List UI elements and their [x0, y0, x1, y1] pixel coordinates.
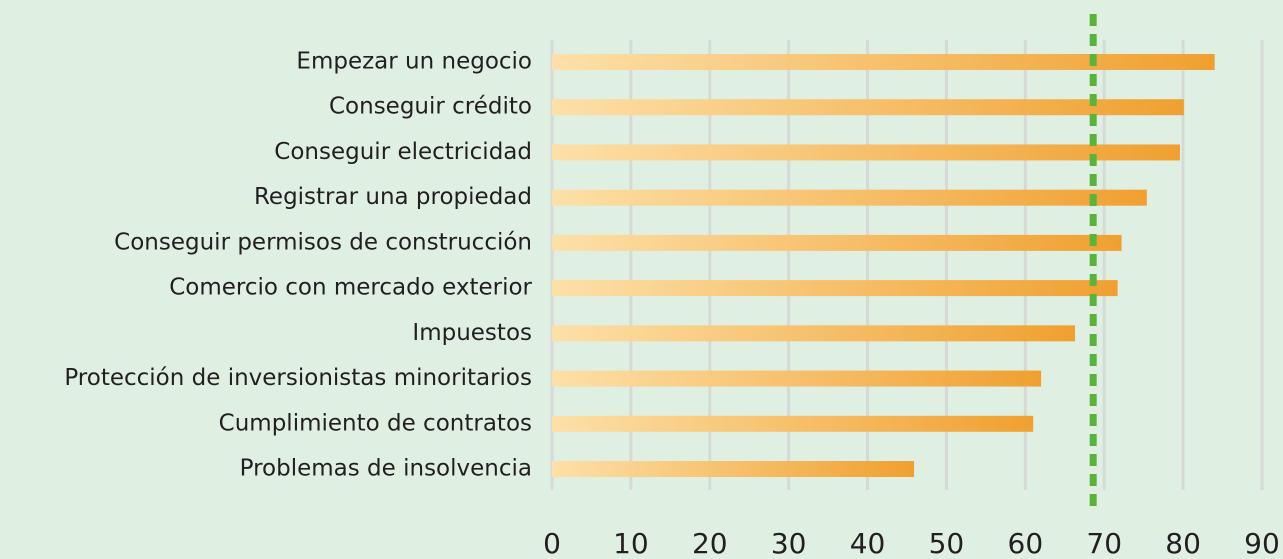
bar: [552, 280, 1118, 297]
bar: [552, 415, 1034, 432]
bar: [552, 325, 1076, 342]
y-tick-label: Impuestos: [412, 320, 532, 346]
y-tick-label: Empezar un negocio: [296, 49, 532, 75]
x-tick-label: 90: [1244, 527, 1280, 559]
bar: [552, 54, 1215, 70]
y-tick-label: Conseguir crédito: [329, 94, 532, 120]
y-tick-label: Conseguir electricidad: [274, 139, 532, 165]
x-tick-label: 20: [692, 527, 728, 559]
y-tick-label: Comercio con mercado exterior: [169, 275, 532, 301]
bar: [552, 370, 1042, 387]
x-tick-label: 30: [771, 527, 807, 559]
x-tick-label: 80: [1165, 527, 1201, 559]
bar: [552, 99, 1184, 116]
bar: [552, 234, 1122, 251]
y-tick-label: Conseguir permisos de construcción: [114, 229, 532, 255]
y-tick-label: Registrar una propiedad: [254, 184, 532, 210]
x-tick-label: 0: [543, 527, 561, 559]
bar: [552, 189, 1147, 206]
x-tick-label: 50: [929, 527, 965, 559]
y-tick-label: Cumplimiento de contratos: [219, 410, 532, 436]
bar: [552, 461, 915, 477]
y-tick-label: Problemas de insolvencia: [240, 456, 532, 482]
x-tick-label: 10: [613, 527, 649, 559]
x-tick-label: 40: [850, 527, 886, 559]
x-tick-label: 60: [1008, 527, 1044, 559]
bar: [552, 144, 1180, 161]
y-tick-label: Protección de inversionistas minoritario…: [64, 365, 532, 391]
x-tick-label: 70: [1086, 527, 1122, 559]
